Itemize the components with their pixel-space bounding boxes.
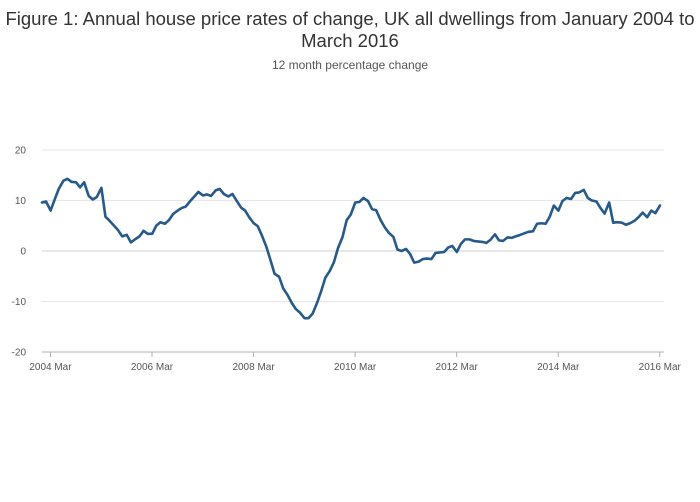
x-tick-label: 2008 Mar (232, 362, 275, 373)
x-tick-label: 2014 Mar (537, 362, 580, 373)
series-line (40, 177, 662, 320)
chart-title: Figure 1: Annual house price rates of ch… (5, 8, 695, 51)
x-tick-label: 2012 Mar (436, 362, 479, 373)
y-tick-label: -10 (12, 297, 27, 308)
y-tick-label: -20 (12, 348, 27, 359)
chart-subtitle: 12 month percentage change (271, 58, 429, 72)
x-tick-label: 2016 Mar (639, 362, 682, 373)
x-tick-label: 2006 Mar (131, 362, 174, 373)
y-tick-label: 10 (15, 196, 27, 207)
y-tick-label: 0 (20, 247, 26, 258)
x-tick-label: 2010 Mar (334, 362, 377, 373)
y-tick-label: 20 (15, 146, 27, 157)
x-tick-label: 2004 Mar (29, 362, 72, 373)
